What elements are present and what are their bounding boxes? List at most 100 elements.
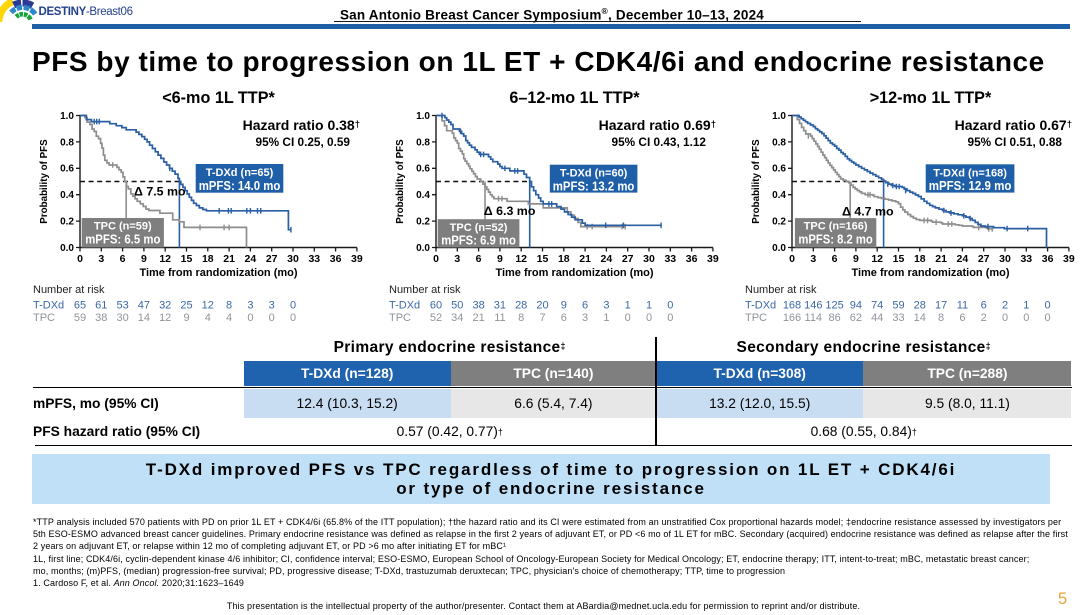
svg-text:38: 38 bbox=[95, 312, 107, 324]
svg-text:12: 12 bbox=[871, 253, 883, 265]
svg-text:33: 33 bbox=[892, 312, 904, 324]
svg-text:0: 0 bbox=[247, 312, 253, 324]
svg-text:T-DXd (n=168): T-DXd (n=168) bbox=[933, 167, 1007, 179]
svg-text:3: 3 bbox=[269, 300, 275, 312]
svg-text:0: 0 bbox=[290, 300, 296, 312]
svg-text:0.6: 0.6 bbox=[60, 164, 74, 175]
svg-text:0.6: 0.6 bbox=[416, 164, 430, 175]
svg-text:36: 36 bbox=[330, 253, 342, 265]
svg-text:T-DXd: T-DXd bbox=[745, 300, 776, 312]
svg-text:24: 24 bbox=[245, 253, 257, 265]
svg-text:1.0: 1.0 bbox=[416, 111, 430, 122]
svg-text:9: 9 bbox=[141, 253, 147, 265]
svg-text:0: 0 bbox=[1044, 312, 1050, 324]
svg-text:12: 12 bbox=[202, 300, 214, 312]
svg-text:7: 7 bbox=[539, 312, 545, 324]
svg-text:166: 166 bbox=[782, 312, 800, 324]
svg-text:Δ 4.7 mo: Δ 4.7 mo bbox=[842, 205, 894, 219]
svg-text:27: 27 bbox=[621, 253, 633, 265]
svg-text:0.0: 0.0 bbox=[60, 243, 74, 254]
svg-text:TPC: TPC bbox=[745, 312, 767, 324]
svg-text:3: 3 bbox=[98, 253, 104, 265]
svg-text:39: 39 bbox=[707, 253, 719, 265]
svg-text:33: 33 bbox=[1020, 253, 1032, 265]
svg-text:mPFS: 6.9 mo: mPFS: 6.9 mo bbox=[441, 234, 516, 248]
svg-text:12: 12 bbox=[159, 253, 171, 265]
svg-text:0: 0 bbox=[667, 300, 673, 312]
svg-text:0.2: 0.2 bbox=[60, 217, 74, 228]
svg-text:0.4: 0.4 bbox=[60, 190, 74, 201]
svg-text:2: 2 bbox=[980, 312, 986, 324]
svg-text:44: 44 bbox=[871, 312, 883, 324]
svg-text:0: 0 bbox=[269, 312, 275, 324]
svg-text:15: 15 bbox=[892, 253, 904, 265]
svg-text:mPFS: 12.9 mo: mPFS: 12.9 mo bbox=[928, 179, 1011, 193]
svg-text:15: 15 bbox=[181, 253, 193, 265]
svg-text:21: 21 bbox=[223, 253, 235, 265]
svg-text:0.8: 0.8 bbox=[416, 137, 430, 148]
svg-text:86: 86 bbox=[828, 312, 840, 324]
svg-text:18: 18 bbox=[557, 253, 569, 265]
svg-text:12: 12 bbox=[515, 253, 527, 265]
svg-text:8: 8 bbox=[226, 300, 232, 312]
svg-text:0.6: 0.6 bbox=[772, 164, 786, 175]
svg-text:2: 2 bbox=[1001, 300, 1007, 312]
svg-text:52: 52 bbox=[429, 312, 441, 324]
svg-text:47: 47 bbox=[138, 300, 150, 312]
svg-text:0: 0 bbox=[624, 312, 630, 324]
svg-text:50: 50 bbox=[451, 300, 463, 312]
svg-text:3: 3 bbox=[247, 300, 253, 312]
svg-text:1: 1 bbox=[624, 300, 630, 312]
svg-text:53: 53 bbox=[116, 300, 128, 312]
svg-text:114: 114 bbox=[804, 312, 822, 324]
svg-text:0: 0 bbox=[1001, 312, 1007, 324]
svg-text:Hazard ratio 0.38†: Hazard ratio 0.38† bbox=[243, 117, 360, 133]
svg-text:60: 60 bbox=[429, 300, 441, 312]
svg-text:Δ 7.5 mo: Δ 7.5 mo bbox=[134, 185, 186, 199]
svg-text:146: 146 bbox=[804, 300, 822, 312]
svg-text:0.4: 0.4 bbox=[416, 190, 430, 201]
svg-text:T-DXd: T-DXd bbox=[33, 300, 64, 312]
svg-text:4: 4 bbox=[226, 312, 232, 324]
svg-text:mPFS: 8.2 mo: mPFS: 8.2 mo bbox=[798, 233, 873, 247]
svg-text:0: 0 bbox=[77, 253, 83, 265]
svg-text:28: 28 bbox=[913, 300, 925, 312]
svg-text:30: 30 bbox=[999, 253, 1011, 265]
svg-text:4: 4 bbox=[205, 312, 211, 324]
svg-text:1.0: 1.0 bbox=[60, 111, 74, 122]
svg-text:18: 18 bbox=[913, 253, 925, 265]
svg-text:20: 20 bbox=[536, 300, 548, 312]
svg-text:T-DXd: T-DXd bbox=[389, 300, 420, 312]
svg-text:31: 31 bbox=[493, 300, 505, 312]
svg-text:0.8: 0.8 bbox=[60, 137, 74, 148]
svg-text:Number at risk: Number at risk bbox=[389, 284, 461, 296]
svg-text:TPC (n=59): TPC (n=59) bbox=[94, 221, 152, 233]
svg-text:33: 33 bbox=[664, 253, 676, 265]
svg-text:17: 17 bbox=[934, 300, 946, 312]
svg-text:65: 65 bbox=[74, 300, 86, 312]
svg-text:38: 38 bbox=[472, 300, 484, 312]
svg-text:3: 3 bbox=[603, 300, 609, 312]
svg-text:Time from randomization (mo): Time from randomization (mo) bbox=[139, 267, 297, 279]
svg-text:>12-mo 1L TTP*: >12-mo 1L TTP* bbox=[869, 89, 991, 107]
svg-text:39: 39 bbox=[1063, 253, 1075, 265]
svg-text:Number at risk: Number at risk bbox=[745, 284, 817, 296]
svg-text:6: 6 bbox=[582, 300, 588, 312]
svg-text:0: 0 bbox=[645, 312, 651, 324]
svg-text:33: 33 bbox=[308, 253, 320, 265]
svg-text:TPC: TPC bbox=[33, 312, 55, 324]
svg-text:0.2: 0.2 bbox=[416, 217, 430, 228]
svg-text:TPC (n=52): TPC (n=52) bbox=[449, 222, 507, 234]
svg-text:0: 0 bbox=[1023, 312, 1029, 324]
svg-text:0: 0 bbox=[789, 253, 795, 265]
svg-text:6: 6 bbox=[120, 253, 126, 265]
svg-text:32: 32 bbox=[159, 300, 171, 312]
svg-text:8: 8 bbox=[518, 312, 524, 324]
svg-text:Probability of PFS: Probability of PFS bbox=[751, 139, 762, 224]
svg-text:TPC: TPC bbox=[389, 312, 411, 324]
svg-text:11: 11 bbox=[494, 312, 505, 324]
svg-text:0.0: 0.0 bbox=[416, 243, 430, 254]
svg-text:3: 3 bbox=[810, 253, 816, 265]
svg-text:95% CI 0.25, 0.59: 95% CI 0.25, 0.59 bbox=[256, 135, 351, 149]
svg-text:30: 30 bbox=[287, 253, 299, 265]
